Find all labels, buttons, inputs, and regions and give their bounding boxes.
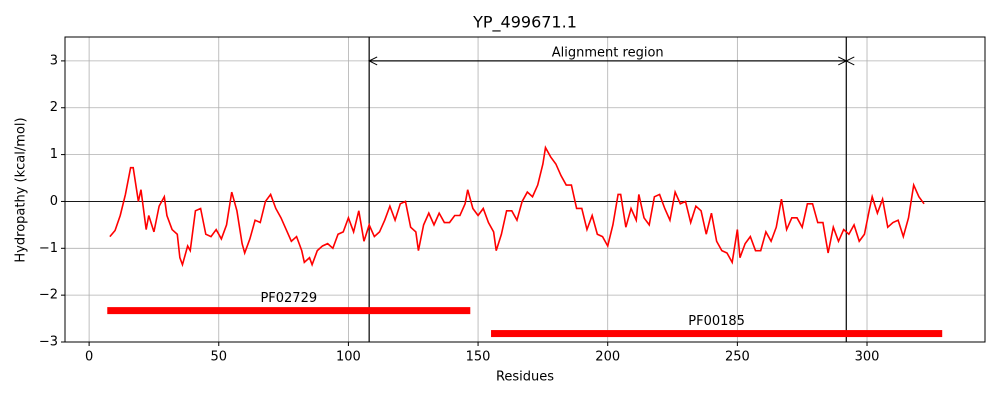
y-axis-label: Hydropathy (kcal/mol) [14, 117, 29, 262]
y-tick-label: −2 [39, 288, 58, 303]
chart-title: YP_499671.1 [472, 13, 577, 33]
x-tick-label: 300 [855, 350, 880, 365]
y-tick-label: 0 [50, 194, 58, 209]
x-tick-label: 150 [466, 350, 491, 365]
y-tick-label: 2 [50, 100, 58, 115]
x-tick-label: 0 [85, 350, 93, 365]
domain-label: PF00185 [688, 314, 745, 329]
hydropathy-line [109, 145, 925, 268]
x-tick-label: 250 [725, 350, 750, 365]
x-axis-label: Residues [496, 370, 554, 385]
y-tick-label: 1 [50, 147, 58, 162]
x-tick-label: 200 [595, 350, 620, 365]
x-tick-label: 50 [210, 350, 227, 365]
y-tick-label: 3 [50, 53, 58, 68]
plot-frame [64, 36, 986, 343]
x-tick-label: 100 [336, 350, 361, 365]
y-tick-label: −3 [39, 335, 58, 350]
domain-bar [491, 330, 943, 338]
domain-bar [107, 307, 471, 315]
domain-label: PF02729 [260, 291, 317, 306]
annotation-text: Alignment region [552, 45, 664, 60]
y-tick-label: −1 [39, 241, 58, 256]
